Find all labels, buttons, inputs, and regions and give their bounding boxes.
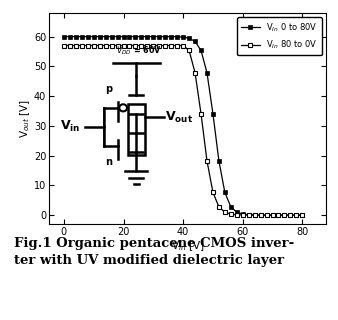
Line: V$_{\mathit{In}}$ 0 to 80V: V$_{\mathit{In}}$ 0 to 80V	[62, 34, 305, 217]
V$_{\mathit{In}}$ 0 to 80V	[300, 213, 304, 217]
V$_{\mathit{In}}$ 0 to 80V	[187, 36, 191, 40]
V$_{\mathit{In}}$ 0 to 80V	[62, 35, 66, 38]
V$_{\mathit{In}}$ 0 to 80V	[98, 35, 102, 38]
V$_{\mathit{In}}$ 0 to 80V	[92, 35, 96, 38]
V$_{\mathit{In}}$ 0 to 80V	[116, 35, 120, 38]
V$_{\mathit{In}}$ 80 to 0V	[121, 44, 125, 47]
V$_{\mathit{In}}$ 0 to 80V	[134, 35, 138, 38]
V$_{\mathit{In}}$ 80 to 0V	[276, 213, 281, 217]
V$_{\mathit{In}}$ 0 to 80V	[151, 35, 155, 38]
Y-axis label: V$_{\mathit{out}}$ [V]: V$_{\mathit{out}}$ [V]	[19, 99, 32, 138]
V$_{\mathit{In}}$ 0 to 80V	[121, 35, 125, 38]
V$_{\mathit{In}}$ 80 to 0V	[74, 44, 78, 47]
V$_{\mathit{In}}$ 80 to 0V	[163, 44, 167, 47]
V$_{\mathit{In}}$ 80 to 0V	[98, 44, 102, 47]
V$_{\mathit{In}}$ 0 to 80V	[74, 35, 78, 38]
V$_{\mathit{In}}$ 0 to 80V	[163, 35, 167, 38]
V$_{\mathit{In}}$ 0 to 80V	[294, 213, 298, 217]
V$_{\mathit{In}}$ 80 to 0V	[229, 212, 233, 216]
Text: Fig.1 Organic pentacene CMOS inver-
ter with UV modified dielectric layer: Fig.1 Organic pentacene CMOS inver- ter …	[14, 237, 294, 267]
V$_{\mathit{In}}$ 0 to 80V	[139, 35, 143, 38]
V$_{\mathit{In}}$ 0 to 80V	[229, 205, 233, 209]
Line: V$_{\mathit{In}}$ 80 to 0V: V$_{\mathit{In}}$ 80 to 0V	[62, 43, 305, 217]
V$_{\mathit{In}}$ 0 to 80V	[259, 213, 263, 217]
V$_{\mathit{In}}$ 80 to 0V	[283, 213, 287, 217]
V$_{\mathit{In}}$ 80 to 0V	[300, 213, 304, 217]
V$_{\mathit{In}}$ 0 to 80V	[199, 49, 203, 52]
V$_{\mathit{In}}$ 80 to 0V	[235, 213, 239, 217]
V$_{\mathit{In}}$ 80 to 0V	[181, 44, 185, 47]
V$_{\mathit{In}}$ 80 to 0V	[259, 213, 263, 217]
V$_{\mathit{In}}$ 0 to 80V	[80, 35, 84, 38]
V$_{\mathit{In}}$ 0 to 80V	[270, 213, 274, 217]
V$_{\mathit{In}}$ 0 to 80V	[127, 35, 131, 38]
V$_{\mathit{In}}$ 0 to 80V	[276, 213, 281, 217]
V$_{\mathit{In}}$ 0 to 80V	[252, 213, 257, 217]
V$_{\mathit{In}}$ 0 to 80V	[217, 159, 221, 163]
V$_{\mathit{In}}$ 0 to 80V	[211, 112, 215, 116]
V$_{\mathit{In}}$ 80 to 0V	[205, 159, 209, 163]
V$_{\mathit{In}}$ 80 to 0V	[92, 44, 96, 47]
V$_{\mathit{In}}$ 0 to 80V	[193, 40, 197, 44]
V$_{\mathit{In}}$ 80 to 0V	[265, 213, 269, 217]
V$_{\mathit{In}}$ 0 to 80V	[145, 35, 149, 38]
V$_{\mathit{In}}$ 0 to 80V	[68, 35, 72, 38]
V$_{\mathit{In}}$ 80 to 0V	[134, 44, 138, 47]
V$_{\mathit{In}}$ 80 to 0V	[104, 44, 108, 47]
V$_{\mathit{In}}$ 0 to 80V	[104, 35, 108, 38]
V$_{\mathit{In}}$ 80 to 0V	[294, 213, 298, 217]
V$_{\mathit{In}}$ 80 to 0V	[80, 44, 84, 47]
V$_{\mathit{In}}$ 80 to 0V	[86, 44, 90, 47]
V$_{\mathit{In}}$ 0 to 80V	[169, 35, 173, 39]
V$_{\mathit{In}}$ 80 to 0V	[145, 44, 149, 47]
V$_{\mathit{In}}$ 80 to 0V	[68, 44, 72, 47]
V$_{\mathit{In}}$ 0 to 80V	[235, 210, 239, 214]
V$_{\mathit{In}}$ 80 to 0V	[187, 49, 191, 52]
V$_{\mathit{In}}$ 80 to 0V	[169, 44, 173, 47]
V$_{\mathit{In}}$ 0 to 80V	[205, 71, 209, 75]
V$_{\mathit{In}}$ 80 to 0V	[127, 44, 131, 47]
V$_{\mathit{In}}$ 80 to 0V	[211, 190, 215, 194]
V$_{\mathit{In}}$ 80 to 0V	[241, 213, 245, 217]
V$_{\mathit{In}}$ 80 to 0V	[175, 44, 179, 47]
V$_{\mathit{In}}$ 80 to 0V	[217, 205, 221, 209]
V$_{\mathit{In}}$ 80 to 0V	[223, 210, 227, 214]
V$_{\mathit{In}}$ 80 to 0V	[247, 213, 251, 217]
V$_{\mathit{In}}$ 0 to 80V	[247, 213, 251, 217]
V$_{\mathit{In}}$ 80 to 0V	[270, 213, 274, 217]
V$_{\mathit{In}}$ 80 to 0V	[199, 112, 203, 116]
V$_{\mathit{In}}$ 80 to 0V	[151, 44, 155, 47]
V$_{\mathit{In}}$ 0 to 80V	[288, 213, 292, 217]
V$_{\mathit{In}}$ 0 to 80V	[181, 35, 185, 39]
V$_{\mathit{In}}$ 0 to 80V	[86, 35, 90, 38]
V$_{\mathit{In}}$ 0 to 80V	[157, 35, 161, 38]
V$_{\mathit{In}}$ 80 to 0V	[252, 213, 257, 217]
V$_{\mathit{In}}$ 80 to 0V	[116, 44, 120, 47]
V$_{\mathit{In}}$ 0 to 80V	[223, 190, 227, 194]
V$_{\mathit{In}}$ 0 to 80V	[175, 35, 179, 39]
V$_{\mathit{In}}$ 0 to 80V	[241, 212, 245, 216]
V$_{\mathit{In}}$ 80 to 0V	[139, 44, 143, 47]
V$_{\mathit{In}}$ 80 to 0V	[62, 44, 66, 47]
V$_{\mathit{In}}$ 80 to 0V	[288, 213, 292, 217]
V$_{\mathit{In}}$ 0 to 80V	[265, 213, 269, 217]
V$_{\mathit{In}}$ 80 to 0V	[157, 44, 161, 47]
V$_{\mathit{In}}$ 0 to 80V	[283, 213, 287, 217]
X-axis label: V$_{\mathit{in}}$ [V]: V$_{\mathit{in}}$ [V]	[171, 240, 204, 253]
V$_{\mathit{In}}$ 80 to 0V	[193, 71, 197, 75]
V$_{\mathit{In}}$ 0 to 80V	[110, 35, 114, 38]
Legend: V$_{\mathit{In}}$ 0 to 80V, V$_{\mathit{In}}$ 80 to 0V: V$_{\mathit{In}}$ 0 to 80V, V$_{\mathit{…	[237, 17, 322, 55]
V$_{\mathit{In}}$ 80 to 0V	[110, 44, 114, 47]
